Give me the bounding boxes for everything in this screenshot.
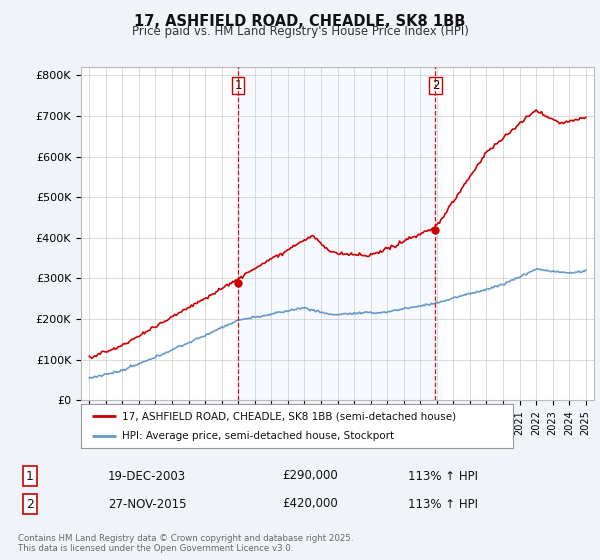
Text: 1: 1 [235,79,242,92]
Text: Contains HM Land Registry data © Crown copyright and database right 2025.
This d: Contains HM Land Registry data © Crown c… [18,534,353,553]
Text: 17, ASHFIELD ROAD, CHEADLE, SK8 1BB: 17, ASHFIELD ROAD, CHEADLE, SK8 1BB [134,14,466,29]
Text: 27-NOV-2015: 27-NOV-2015 [108,497,187,511]
Text: 19-DEC-2003: 19-DEC-2003 [108,469,186,483]
Text: 113% ↑ HPI: 113% ↑ HPI [408,469,478,483]
Text: 2: 2 [432,79,439,92]
Text: £290,000: £290,000 [282,469,338,483]
Text: Price paid vs. HM Land Registry's House Price Index (HPI): Price paid vs. HM Land Registry's House … [131,25,469,38]
Text: £420,000: £420,000 [282,497,338,511]
Bar [238,67,436,400]
Text: 1: 1 [26,469,34,483]
Text: 2: 2 [26,497,34,511]
Text: HPI: Average price, semi-detached house, Stockport: HPI: Average price, semi-detached house,… [122,431,394,441]
Text: 17, ASHFIELD ROAD, CHEADLE, SK8 1BB (semi-detached house): 17, ASHFIELD ROAD, CHEADLE, SK8 1BB (sem… [122,411,456,421]
Text: 113% ↑ HPI: 113% ↑ HPI [408,497,478,511]
